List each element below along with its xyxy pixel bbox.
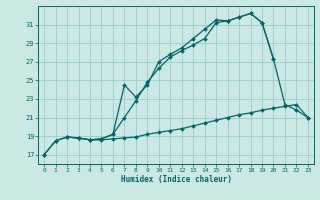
X-axis label: Humidex (Indice chaleur): Humidex (Indice chaleur) (121, 175, 231, 184)
